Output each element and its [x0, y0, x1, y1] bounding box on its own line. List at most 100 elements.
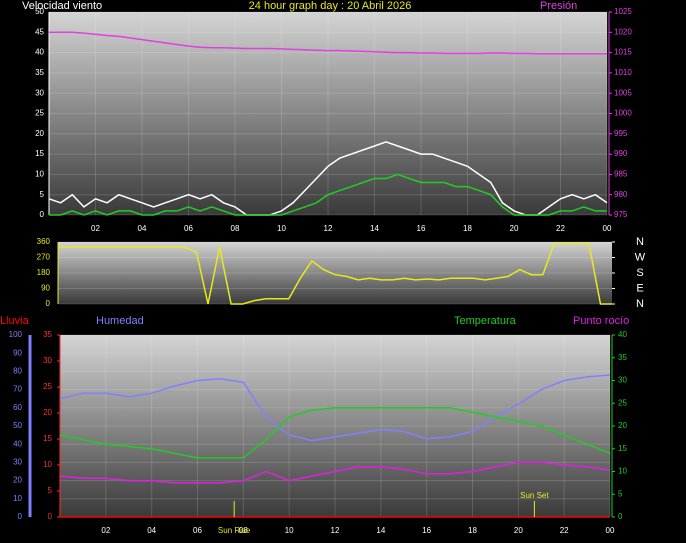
y-tick-label: 995 — [614, 129, 628, 138]
y-tick-label: 40 — [13, 439, 22, 448]
annotation-text: Sun Rise — [218, 526, 251, 535]
legend-label: Temperatura — [454, 315, 517, 327]
y-tick-label: 100 — [9, 330, 23, 339]
y-tick-label: 50 — [35, 7, 44, 16]
x-tick-label: 18 — [468, 526, 477, 535]
x-tick-label: 04 — [138, 224, 147, 233]
x-tick-label: 22 — [556, 224, 565, 233]
y-tick-label: 20 — [35, 129, 44, 138]
y-tick-label: 1015 — [614, 48, 632, 57]
y-axis-label: Velocidad viento — [22, 0, 102, 12]
x-tick-label: 08 — [231, 224, 240, 233]
y-tick-label: 70 — [13, 385, 22, 394]
x-tick-label: 12 — [324, 224, 333, 233]
series-line — [49, 173, 607, 216]
plot-area — [58, 242, 612, 304]
y-tick-label: 0 — [18, 512, 23, 521]
y-tick-label: 40 — [35, 48, 44, 57]
y-tick-label: 25 — [35, 109, 44, 118]
y-tick-label: N — [636, 236, 644, 248]
series-line — [59, 407, 611, 459]
y-tick-label: 5 — [48, 486, 53, 495]
y-tick-label: 0 — [46, 299, 51, 308]
y-tick-label: 30 — [35, 88, 44, 97]
y-tick-label: 50 — [13, 421, 22, 430]
y-tick-label: 0 — [40, 210, 45, 219]
x-tick-label: 22 — [560, 526, 569, 535]
x-tick-label: 20 — [510, 224, 519, 233]
y-tick-label: 30 — [13, 458, 22, 467]
x-tick-label: 14 — [376, 526, 385, 535]
legend-label: Lluvia — [0, 315, 30, 327]
legend-label: Humedad — [96, 315, 144, 327]
y-tick-label: 5 — [618, 489, 623, 498]
y-tick-label: 10 — [618, 467, 627, 476]
y-tick-label: 60 — [13, 403, 22, 412]
y-tick-label: 0 — [48, 512, 53, 521]
y-tick-label: E — [636, 282, 643, 294]
x-tick-label: 00 — [603, 224, 612, 233]
x-tick-label: 00 — [606, 526, 615, 535]
y-tick-label: 270 — [37, 253, 51, 262]
y-tick-label: 90 — [13, 348, 22, 357]
legend-label: Punto rocío — [573, 315, 629, 327]
chart-title: 24 hour graph day : 20 Abril 2026 — [249, 0, 412, 12]
y-tick-label: 90 — [41, 284, 50, 293]
y-tick-label: 40 — [618, 330, 627, 339]
x-tick-label: 20 — [514, 526, 523, 535]
y-tick-label: 30 — [43, 356, 52, 365]
x-tick-label: 10 — [277, 224, 286, 233]
y-tick-label: 1020 — [614, 27, 632, 36]
y-tick-label: 0 — [618, 512, 623, 521]
y-tick-label: 1000 — [614, 109, 632, 118]
y-tick-label: N — [636, 298, 644, 310]
y-tick-label: S — [636, 267, 643, 279]
y-tick-label: 15 — [35, 149, 44, 158]
y-tick-label: 25 — [618, 398, 627, 407]
y-tick-label: 990 — [614, 149, 628, 158]
x-tick-label: 16 — [422, 526, 431, 535]
y-tick-label: 975 — [614, 210, 628, 219]
series-line — [49, 31, 607, 55]
y-tick-label: 1025 — [614, 7, 632, 16]
plot-area — [49, 12, 607, 215]
x-tick-label: 02 — [101, 526, 110, 535]
series-line — [58, 242, 612, 305]
y-tick-label: 15 — [618, 444, 627, 453]
y-tick-label: 10 — [13, 494, 22, 503]
y-tick-label: 1010 — [614, 68, 632, 77]
x-tick-label: 12 — [331, 526, 340, 535]
y-tick-label: 1005 — [614, 88, 632, 97]
y-tick-label: 25 — [43, 382, 52, 391]
x-tick-label: 06 — [193, 526, 202, 535]
y-tick-label: 20 — [618, 421, 627, 430]
y-tick-label: 5 — [40, 190, 45, 199]
y-tick-label: W — [635, 251, 646, 263]
series-line — [59, 374, 611, 442]
y-tick-label: 80 — [13, 367, 22, 376]
y-tick-label: 35 — [43, 330, 52, 339]
series-line — [59, 461, 611, 484]
y-tick-label: 980 — [614, 190, 628, 199]
x-tick-label: 04 — [147, 526, 156, 535]
x-tick-label: 10 — [285, 526, 294, 535]
y-tick-label: 45 — [35, 27, 44, 36]
y-tick-label: 360 — [37, 237, 51, 246]
x-tick-label: 02 — [91, 224, 100, 233]
annotation-text: Sun Set — [520, 491, 549, 500]
y2-axis-label: Presión — [540, 0, 577, 12]
y-tick-label: 180 — [37, 268, 51, 277]
y-tick-label: 20 — [43, 408, 52, 417]
y-tick-label: 35 — [618, 353, 627, 362]
y-tick-label: 20 — [13, 476, 22, 485]
x-tick-label: 18 — [463, 224, 472, 233]
y-tick-label: 10 — [43, 460, 52, 469]
x-tick-label: 16 — [417, 224, 426, 233]
series-line — [48, 141, 608, 216]
y-tick-label: 15 — [43, 434, 52, 443]
x-tick-label: 14 — [370, 224, 379, 233]
y-tick-label: 30 — [618, 376, 627, 385]
y-tick-label: 35 — [35, 68, 44, 77]
x-tick-label: 06 — [184, 224, 193, 233]
